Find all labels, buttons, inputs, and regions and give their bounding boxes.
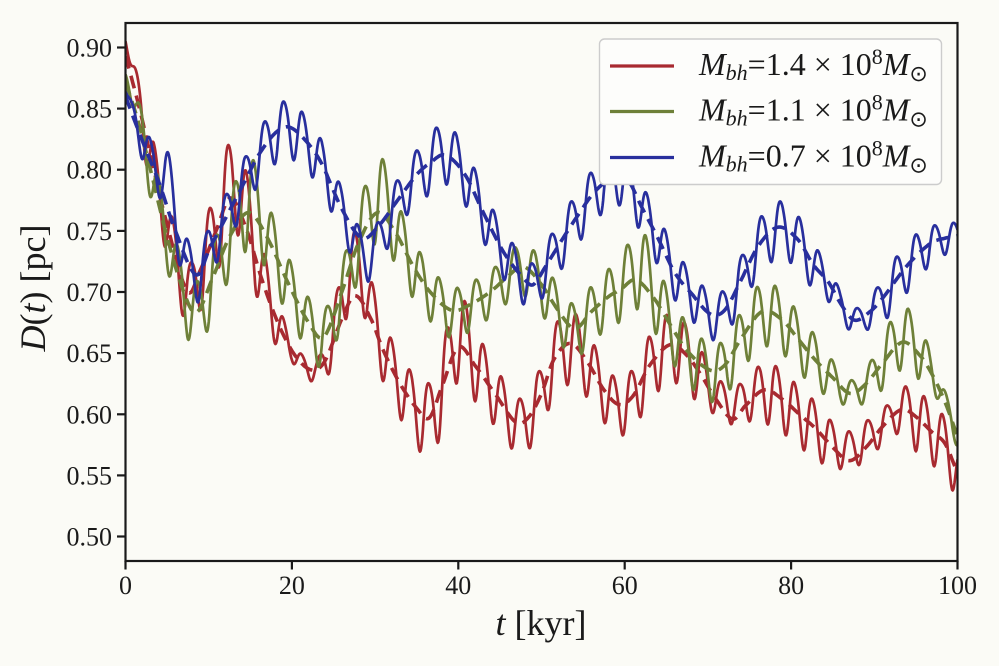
svg-text:80: 80 (778, 571, 804, 600)
svg-text:40: 40 (445, 571, 471, 600)
svg-text:0.60: 0.60 (67, 400, 113, 429)
svg-text:0.90: 0.90 (67, 34, 113, 63)
svg-text:0.70: 0.70 (67, 278, 113, 307)
svg-text:t [kyr]: t [kyr] (496, 603, 587, 643)
svg-text:0.75: 0.75 (67, 217, 113, 246)
svg-text:60: 60 (612, 571, 638, 600)
svg-text:0.50: 0.50 (67, 523, 113, 552)
svg-text:Mbh=0.7 × 108M⊙: Mbh=0.7 × 108M⊙ (698, 136, 928, 178)
svg-text:D(t) [pc]: D(t) [pc] (13, 225, 53, 353)
svg-text:0.55: 0.55 (67, 461, 113, 490)
svg-text:0.80: 0.80 (67, 156, 113, 185)
svg-text:0.85: 0.85 (67, 95, 113, 124)
svg-text:20: 20 (279, 571, 305, 600)
svg-text:0.65: 0.65 (67, 339, 113, 368)
svg-text:Mbh=1.1 × 108M⊙: Mbh=1.1 × 108M⊙ (698, 90, 928, 132)
svg-text:0: 0 (119, 571, 132, 600)
svg-text:Mbh=1.4 × 108M⊙: Mbh=1.4 × 108M⊙ (698, 44, 928, 86)
svg-text:100: 100 (938, 571, 977, 600)
